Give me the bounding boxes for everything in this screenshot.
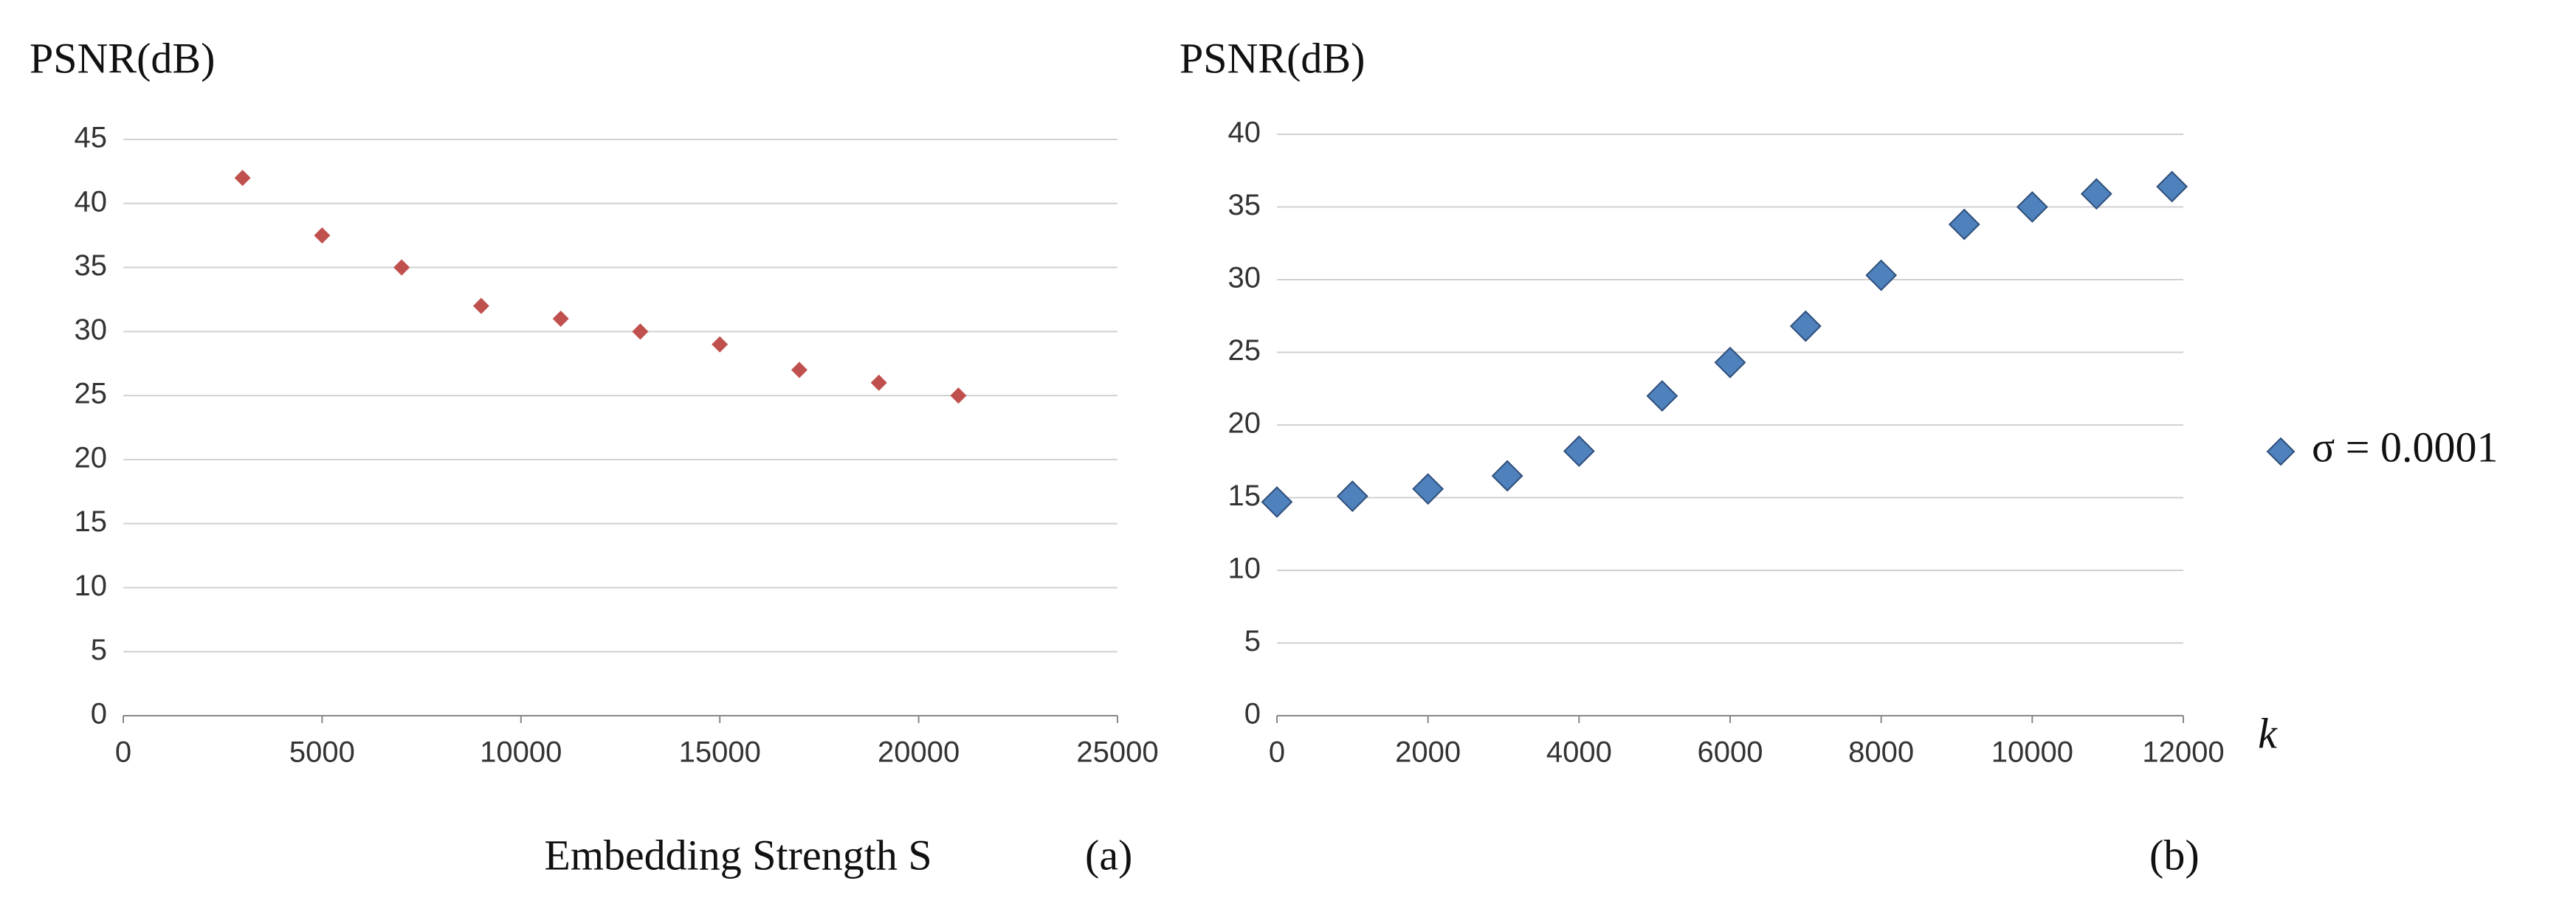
x-tick-label: 10000 (480, 736, 562, 769)
y-tick-label: 30 (1228, 262, 1261, 294)
y-tick-label: 20 (75, 441, 108, 474)
x-tick-label: 5000 (289, 736, 355, 769)
x-tick-label: 12000 (2142, 736, 2224, 769)
y-tick-label: 20 (1228, 407, 1261, 440)
x-tick-label: 2000 (1395, 736, 1461, 769)
y-tick-label: 40 (75, 185, 108, 218)
x-tick-label: 0 (115, 736, 131, 769)
scatter-point (393, 259, 410, 276)
scatter-point (234, 170, 251, 187)
scatter-point (1412, 473, 1444, 505)
scatter-point (2156, 170, 2188, 203)
scatter-point (314, 227, 331, 244)
scatter-point (1261, 485, 1293, 518)
scatter-point (552, 310, 569, 327)
scatter-point (2080, 178, 2112, 210)
x-axis-title: Embedding Strength S (544, 831, 931, 879)
scatter-point (870, 374, 887, 391)
y-tick-label: 40 (1228, 117, 1261, 149)
scatter-point (1789, 310, 1822, 342)
y-tick-label: 30 (75, 314, 108, 346)
y-axis-title: PSNR(dB) (30, 34, 215, 82)
scatter-point (791, 362, 807, 379)
panel-label: (b) (2149, 831, 2200, 879)
y-tick-label: 10 (75, 570, 108, 602)
x-tick-label: 0 (1269, 736, 1285, 769)
scatter-point (2016, 191, 2048, 223)
y-axis-title: PSNR(dB) (1179, 34, 1365, 82)
scatter-point (1563, 435, 1595, 467)
y-tick-label: 15 (1228, 480, 1261, 512)
scatter-point (632, 323, 649, 340)
x-tick-label: 25000 (1076, 736, 1158, 769)
scatter-point (1491, 460, 1523, 492)
y-tick-label: 45 (75, 122, 108, 154)
y-tick-label: 5 (1244, 625, 1261, 657)
scatter-point (1714, 346, 1746, 379)
scatter-point (472, 297, 489, 314)
scatter-point (1336, 480, 1368, 512)
y-tick-label: 0 (1244, 698, 1261, 730)
panel-label: (a) (1085, 831, 1132, 879)
y-tick-label: 5 (91, 634, 107, 666)
scatter-point (712, 336, 729, 353)
x-tick-label: 6000 (1698, 736, 1763, 769)
x-tick-label: 20000 (878, 736, 960, 769)
y-tick-label: 25 (75, 378, 108, 410)
y-tick-label: 35 (75, 249, 108, 282)
x-tick-label: 8000 (1848, 736, 1914, 769)
scatter-point (1646, 380, 1678, 412)
y-tick-label: 15 (75, 505, 108, 538)
legend-marker (2266, 437, 2296, 466)
x-axis-title: k (2258, 709, 2278, 757)
y-tick-label: 10 (1228, 553, 1261, 585)
y-tick-label: 35 (1228, 189, 1261, 221)
y-tick-label: 0 (91, 698, 107, 730)
scatter-point (950, 387, 967, 404)
x-tick-label: 4000 (1546, 736, 1612, 769)
y-tick-label: 25 (1228, 334, 1261, 367)
x-tick-label: 10000 (1991, 736, 2073, 769)
x-tick-label: 15000 (679, 736, 761, 769)
scatter-point (1865, 259, 1898, 291)
scatter-point (1948, 208, 1980, 241)
legend-label: σ = 0.0001 (2312, 423, 2498, 471)
